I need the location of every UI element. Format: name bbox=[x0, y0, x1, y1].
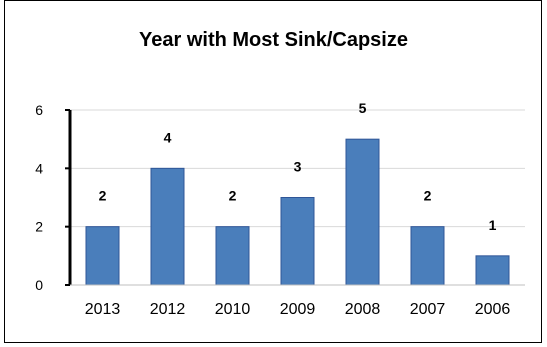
x-tick-label-2010: 2010 bbox=[215, 301, 251, 318]
bar-2012 bbox=[150, 167, 185, 286]
y-tick-label: 0 bbox=[35, 277, 43, 293]
bar-2008 bbox=[345, 138, 380, 286]
bar-2007 bbox=[410, 226, 445, 286]
bar-2010 bbox=[215, 226, 250, 286]
x-tick-label-2007: 2007 bbox=[410, 301, 446, 318]
bar-2013 bbox=[85, 226, 120, 286]
data-label-2010: 2 bbox=[229, 188, 237, 204]
x-tick-label-2009: 2009 bbox=[280, 301, 316, 318]
bar-2009 bbox=[280, 197, 315, 286]
data-label-2006: 1 bbox=[489, 217, 497, 233]
axes bbox=[65, 109, 525, 286]
y-tick-label: 2 bbox=[35, 219, 43, 235]
x-tick-label-2013: 2013 bbox=[85, 301, 121, 318]
chart-title: Year with Most Sink/Capsize bbox=[139, 29, 408, 51]
y-tick-label: 4 bbox=[35, 160, 43, 176]
data-label-2012: 4 bbox=[164, 129, 172, 145]
labels: 0 2 4 6 2 2013 4 2012 2 2010 3 2009 5 2008 2 2007 1 2006 bbox=[35, 100, 510, 318]
chart-frame bbox=[4, 0, 542, 343]
bars bbox=[85, 138, 510, 286]
data-label-2009: 3 bbox=[294, 159, 302, 175]
x-tick-label-2012: 2012 bbox=[150, 301, 186, 318]
x-tick-label-2006: 2006 bbox=[475, 301, 511, 318]
data-label-2008: 5 bbox=[359, 100, 367, 116]
bar-2006 bbox=[475, 255, 510, 286]
data-label-2007: 2 bbox=[424, 188, 432, 204]
x-tick-label-2008: 2008 bbox=[345, 301, 381, 318]
data-label-2013: 2 bbox=[99, 188, 107, 204]
y-tick-label: 6 bbox=[35, 102, 43, 118]
